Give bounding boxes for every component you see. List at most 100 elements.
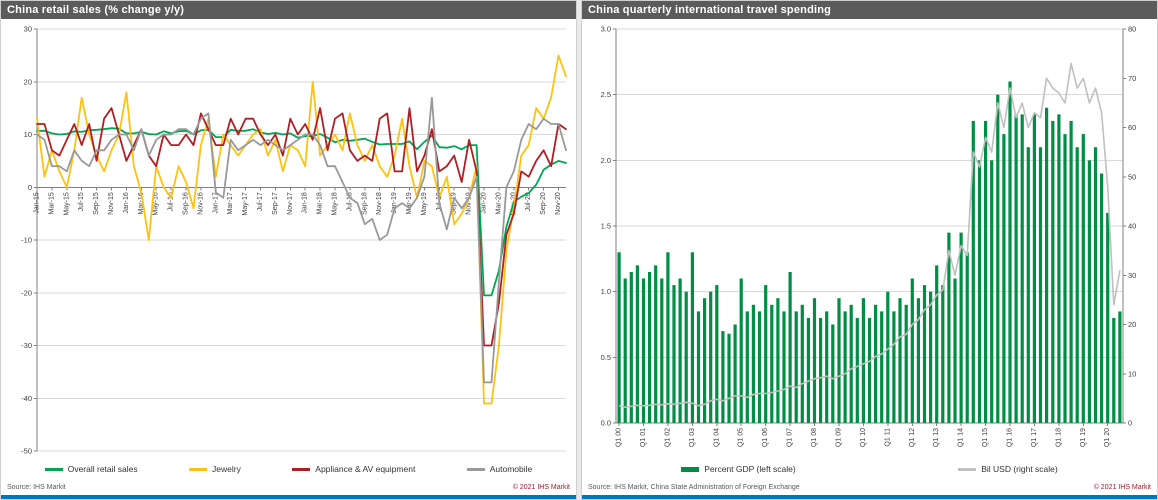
legend-item-jewelry: Jewelry (189, 464, 241, 474)
x-axis-tick-label: Mar-17 (227, 192, 234, 214)
x-axis-tick-label: Q1 13 (933, 428, 940, 447)
y-axis-tick-label: -10 (21, 236, 32, 245)
x-axis-tick-label: Jan-15 (34, 192, 41, 214)
automobile-line-marker (466, 467, 485, 471)
y-axis-tick-label: 30 (24, 25, 32, 34)
travel-spending-source: Source: IHS Markit, China State Administ… (588, 483, 800, 491)
left-y-axis-tick-label: 2.0 (601, 156, 611, 165)
x-axis-tick-label: Q1 14 (958, 428, 965, 447)
y-axis-tick-label: 10 (24, 130, 32, 139)
legend-label: Percent GDP (left scale) (704, 464, 796, 474)
x-axis-tick-label: Jan-16 (123, 192, 130, 214)
left-y-axis-tick-label: 2.5 (601, 90, 611, 99)
x-axis-tick-label: Sep-20 (540, 192, 547, 215)
y-axis-tick-label: -50 (21, 447, 32, 456)
y-axis-tick-label: -40 (21, 394, 32, 403)
travel-spending-chart-panel: China quarterly international travel spe… (581, 0, 1158, 500)
retail-sales-bottom-accent-bar (1, 495, 576, 499)
y-axis-tick-label: 20 (24, 77, 32, 86)
x-axis-tick-label: May-18 (332, 192, 339, 215)
right-y-axis-tick-label: 30 (1128, 271, 1136, 280)
x-axis-tick-label: Sep-16 (183, 192, 190, 215)
retail-sales-chart-panel: China retail sales (% change y/y) 30 20 10… (0, 0, 577, 500)
x-axis-tick-label: Q1 08 (811, 428, 818, 447)
y-axis-tick-label: -20 (21, 288, 32, 297)
overall-retail-sales-line-marker (44, 467, 63, 471)
left-y-axis-tick-label: 0.0 (601, 419, 611, 428)
right-y-axis-tick-label: 0 (1128, 419, 1132, 428)
legend-label: Jewelry (212, 464, 241, 474)
x-axis-tick-label: Jul-18 (346, 192, 353, 211)
x-axis-tick-label: Sep-15 (93, 192, 100, 215)
travel-spending-bottom-accent-bar (582, 495, 1157, 499)
x-axis-tick-label: Mar-20 (495, 192, 502, 214)
legend-label: Automobile (489, 464, 533, 474)
series-line-automobile (36, 96, 567, 384)
x-axis-tick-label: Sep-18 (361, 192, 368, 215)
legend-item-overall-retail-sales: Overall retail sales (44, 464, 138, 474)
retail-sales-legend: Overall retail sales Jewelry Appliance & A… (1, 459, 576, 479)
y-axis-tick-label: -30 (21, 341, 32, 350)
left-y-axis-tick-label: 0.5 (601, 353, 611, 362)
x-axis-tick-label: Sep-19 (451, 192, 458, 215)
x-axis-tick-label: Jan-18 (302, 192, 309, 214)
x-axis-tick-label: Sep-17 (272, 192, 279, 215)
series-bars-percent-gdp-left-scale (617, 81, 1122, 424)
gridlines (37, 28, 566, 452)
x-axis-tick-label: Q1 12 (909, 428, 916, 447)
x-axis-tick-label: Q1 02 (664, 428, 671, 447)
x-axis-tick-label: May-17 (242, 192, 249, 215)
percent-gdp-left-scale-bar-marker (681, 466, 700, 472)
legend-item-automobile: Automobile (466, 464, 533, 474)
x-axis-tick-label: Q1 15 (982, 428, 989, 447)
x-axis-tick-label: Q1 10 (860, 428, 867, 447)
legend-item-percent-gdp-left-scale: Percent GDP (left scale) (681, 464, 796, 474)
x-axis-tick-label: Mar-19 (406, 192, 413, 214)
x-axis-tick-label: Jul-20 (525, 192, 532, 211)
retail-sales-chart-svg: 30 20 10 0 -10 -20 -30 -40 -50 Jan-15 Mar-15 May-15… (21, 25, 567, 456)
x-axis-tick-label: Q1 03 (689, 428, 696, 447)
right-y-axis-tick-label: 20 (1128, 320, 1136, 329)
x-axis-tick-label: Nov-15 (108, 192, 115, 215)
x-axis-tick-label: Jan-20 (481, 192, 488, 214)
retail-sales-plot-area: 30 20 10 0 -10 -20 -30 -40 -50 Jan-15 Mar-15 May-15… (1, 19, 576, 459)
retail-sales-footer: Source: IHS Markit © 2021 IHS Markit (1, 479, 576, 495)
series-line-bil-usd-right-scale (618, 62, 1121, 409)
legend-label: Bil USD (right scale) (981, 464, 1058, 474)
x-axis-tick-label: Jul-17 (257, 192, 264, 211)
x-axis-tick-label: Q1 06 (762, 428, 769, 447)
retail-sales-chart-title: China retail sales (% change y/y) (1, 1, 576, 19)
x-axis-tick-label: Jan-19 (391, 192, 398, 214)
legend-item-appliance-av-equipment: Appliance & AV equipment (292, 464, 415, 474)
y-axis-tick-label: 0 (28, 183, 32, 192)
x-axis-tick-label: Q1 17 (1031, 428, 1038, 447)
legend-label: Overall retail sales (67, 464, 138, 474)
x-axis-tick-label: Q1 19 (1080, 428, 1087, 447)
right-y-axis-tick-label: 80 (1128, 25, 1136, 34)
x-axis-tick-label: Q1 18 (1055, 428, 1062, 447)
x-axis-tick-label: Q1 11 (884, 428, 891, 447)
x-axis-tick-label: Nov-20 (555, 192, 562, 215)
x-axis-tick-label: Q1 05 (738, 428, 745, 447)
x-axis-tick-label: Nov-18 (376, 192, 383, 215)
jewelry-line-marker (189, 467, 208, 471)
x-axis-tick-label: Q1 07 (787, 428, 794, 447)
series-line-appliance-av-equipment (36, 107, 567, 347)
appliance-av-equipment-line-marker (292, 467, 311, 471)
x-axis-tick-label: Nov-19 (466, 192, 473, 215)
retail-sales-source: Source: IHS Markit (7, 483, 66, 491)
x-axis-tick-label: Q1 16 (1006, 428, 1013, 447)
legend-item-bil-usd-right-scale: Bil USD (right scale) (958, 464, 1058, 474)
right-y-axis-tick-label: 10 (1128, 369, 1136, 378)
series-line-jewelry (36, 54, 567, 405)
x-axis-tick-label: May-15 (63, 192, 70, 215)
x-axis-tick-label: Q1 04 (713, 428, 720, 447)
retail-sales-copyright: © 2021 IHS Markit (512, 483, 570, 491)
travel-spending-plot-area: 0.0 0.5 1.0 1.5 2.0 2.5 3.0 0 10 20 30 40 50 60 70 80 Q1… (582, 19, 1157, 459)
travel-spending-footer: Source: IHS Markit, China State Administ… (582, 479, 1157, 495)
x-axis-tick-label: Jan-17 (212, 192, 219, 214)
x-axis-tick-label: Q1 09 (835, 428, 842, 447)
x-axis-tick-label: Jul-15 (78, 192, 85, 211)
x-axis-tick-label: Q1 00 (616, 428, 623, 447)
